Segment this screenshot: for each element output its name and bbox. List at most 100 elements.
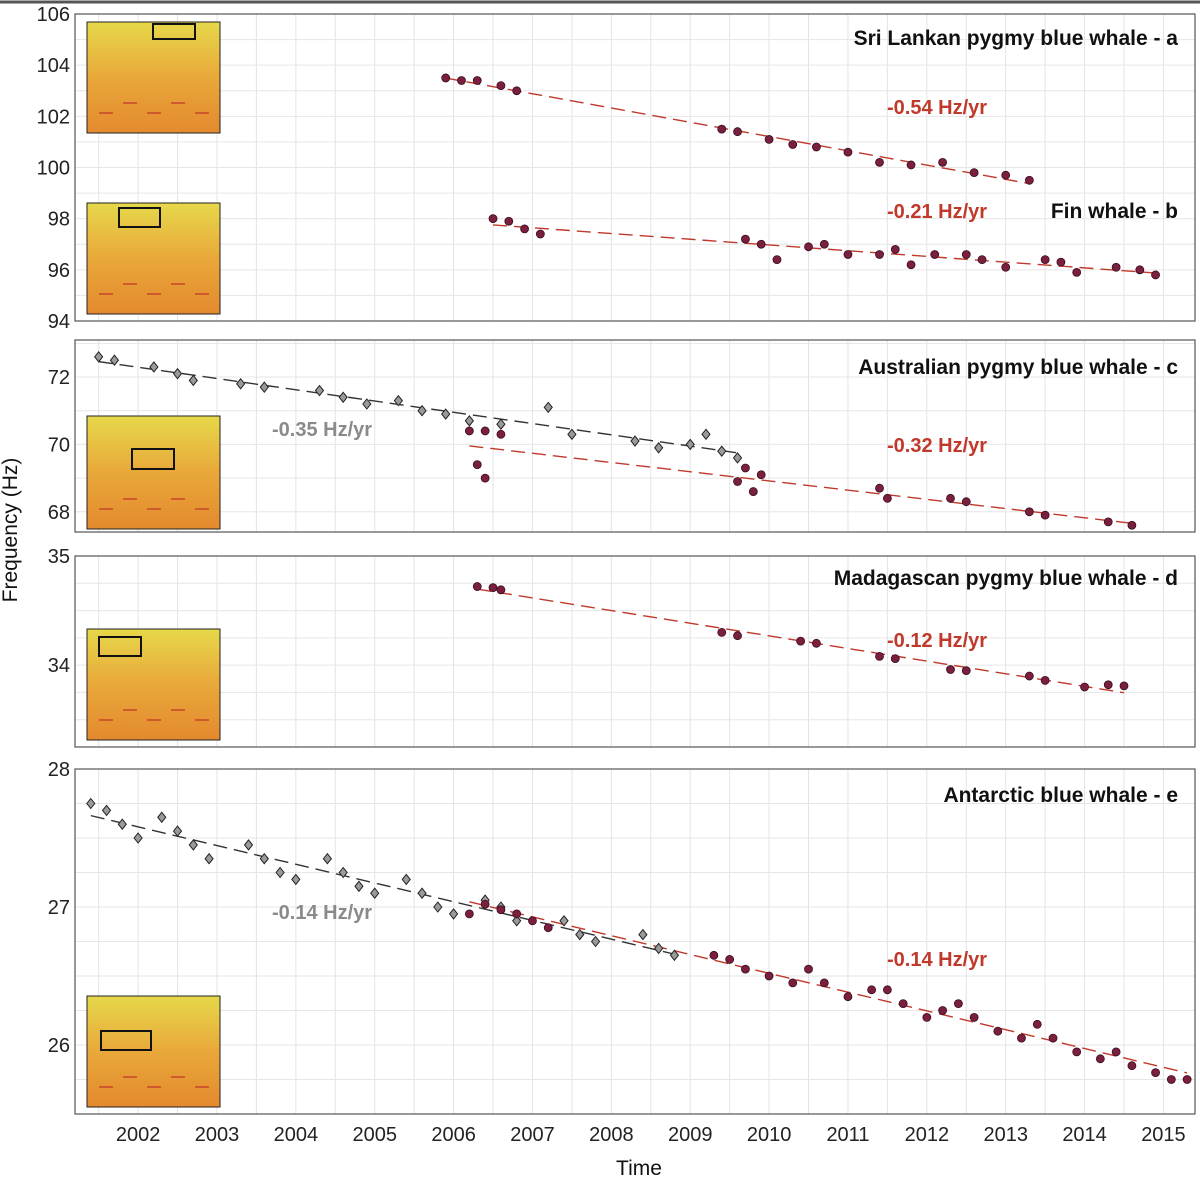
data-point-circle xyxy=(819,239,829,249)
rate-label-e-red: -0.14 Hz/yr xyxy=(887,949,987,971)
data-point-diamond xyxy=(338,391,348,404)
data-point-circle xyxy=(772,255,782,265)
data-point-circle xyxy=(969,168,979,178)
y-tick-label: 68 xyxy=(48,502,70,524)
data-point-circle xyxy=(741,234,750,244)
data-point-diamond xyxy=(559,914,569,927)
data-point-circle xyxy=(890,244,900,254)
trend-line-grey xyxy=(90,814,675,955)
x-tick-label: 2002 xyxy=(116,1124,161,1146)
trend-line-grey xyxy=(98,360,738,454)
data-point-circle xyxy=(875,157,884,167)
data-point-circle xyxy=(1017,1033,1026,1043)
data-point-circle xyxy=(472,582,482,591)
data-point-circle xyxy=(946,665,955,674)
data-point-circle xyxy=(1024,507,1034,517)
data-point-circle xyxy=(1024,671,1034,681)
panel-title-a: Sri Lankan pygmy blue whale - a xyxy=(854,27,1179,50)
data-point-circle xyxy=(788,140,798,149)
data-point-circle xyxy=(1103,517,1113,527)
y-tick-label: 106 xyxy=(37,4,70,26)
spectrogram-inset xyxy=(86,995,221,1108)
data-point-diamond xyxy=(149,361,159,373)
data-point-circle xyxy=(1001,170,1011,180)
data-point-circle xyxy=(804,964,813,974)
data-point-circle xyxy=(756,470,766,480)
panel-frames xyxy=(74,13,1196,1115)
data-point-circle xyxy=(741,463,750,473)
data-point-diamond xyxy=(590,935,601,948)
y-tick-label: 26 xyxy=(48,1035,70,1057)
data-point-diamond xyxy=(732,452,743,464)
y-tick-label: 96 xyxy=(48,260,70,282)
data-point-circle xyxy=(1127,1061,1137,1071)
data-point-diamond xyxy=(314,384,325,397)
data-point-diamond xyxy=(701,428,711,441)
data-point-diamond xyxy=(172,825,183,837)
y-tick-label: 102 xyxy=(37,106,70,128)
rate-label-d: -0.12 Hz/yr xyxy=(887,630,987,652)
data-points xyxy=(86,73,1192,1084)
rate-label-a: -0.54 Hz/yr xyxy=(887,97,987,119)
data-point-circle xyxy=(1072,267,1082,277)
trend-line-red xyxy=(492,224,1156,274)
data-point-circle xyxy=(1095,1054,1105,1064)
data-point-diamond xyxy=(654,942,664,955)
x-tick-label: 2013 xyxy=(983,1124,1028,1146)
spectrogram-highlight-box xyxy=(131,448,175,470)
data-point-diamond xyxy=(417,887,427,900)
data-point-circle xyxy=(496,905,506,915)
data-point-circle xyxy=(1080,682,1089,692)
spectrogram-inset xyxy=(86,415,221,530)
data-point-circle xyxy=(946,493,955,503)
spectrogram-highlight-box xyxy=(100,1030,152,1051)
data-point-circle xyxy=(961,497,971,507)
data-point-circle xyxy=(535,229,545,239)
spectrogram-highlight-box xyxy=(152,23,196,40)
data-point-circle xyxy=(488,583,498,593)
panel-frame xyxy=(74,339,1196,533)
data-point-circle xyxy=(890,654,900,663)
y-tick-label: 94 xyxy=(48,311,70,333)
data-point-circle xyxy=(938,157,948,167)
data-point-diamond xyxy=(417,404,427,417)
spectrogram-highlight-box xyxy=(98,636,142,657)
x-tick-label: 2004 xyxy=(274,1124,319,1146)
data-point-circle xyxy=(717,124,727,134)
data-point-circle xyxy=(733,477,742,486)
data-point-circle xyxy=(1119,681,1129,691)
y-tick-label: 35 xyxy=(48,546,70,568)
data-point-circle xyxy=(1040,510,1050,520)
data-point-circle xyxy=(464,909,474,919)
panel-title-b: Fin whale - b xyxy=(1051,200,1178,223)
x-tick-label: 2006 xyxy=(431,1124,476,1146)
x-tick-label: 2009 xyxy=(668,1124,713,1146)
data-point-diamond xyxy=(259,852,269,865)
data-point-diamond xyxy=(243,839,254,851)
data-point-diamond xyxy=(512,914,522,927)
data-point-circle xyxy=(867,985,877,995)
data-point-circle xyxy=(969,1013,979,1022)
data-point-circle xyxy=(796,636,806,646)
data-point-circle xyxy=(441,73,451,83)
data-point-circle xyxy=(464,426,474,436)
panel-title-c: Australian pygmy blue whale - c xyxy=(858,356,1178,379)
data-point-circle xyxy=(953,999,963,1008)
data-point-circle xyxy=(512,909,522,919)
data-point-circle xyxy=(812,142,821,152)
y-tick-label: 104 xyxy=(37,55,70,77)
trend-line-red xyxy=(469,901,1188,1074)
y-tick-label: 72 xyxy=(48,367,70,389)
trend-lines xyxy=(90,77,1188,1074)
data-point-circle xyxy=(764,971,774,981)
data-point-circle xyxy=(1032,1019,1042,1029)
data-point-diamond xyxy=(717,445,727,457)
data-point-circle xyxy=(1024,175,1034,185)
data-point-diamond xyxy=(441,408,451,420)
data-point-circle xyxy=(898,999,908,1008)
data-point-diamond xyxy=(638,928,648,941)
data-point-circle xyxy=(1151,1068,1160,1077)
data-point-circle xyxy=(993,1026,1003,1036)
spectrogram-inset xyxy=(86,202,221,315)
data-point-circle xyxy=(922,1013,932,1022)
